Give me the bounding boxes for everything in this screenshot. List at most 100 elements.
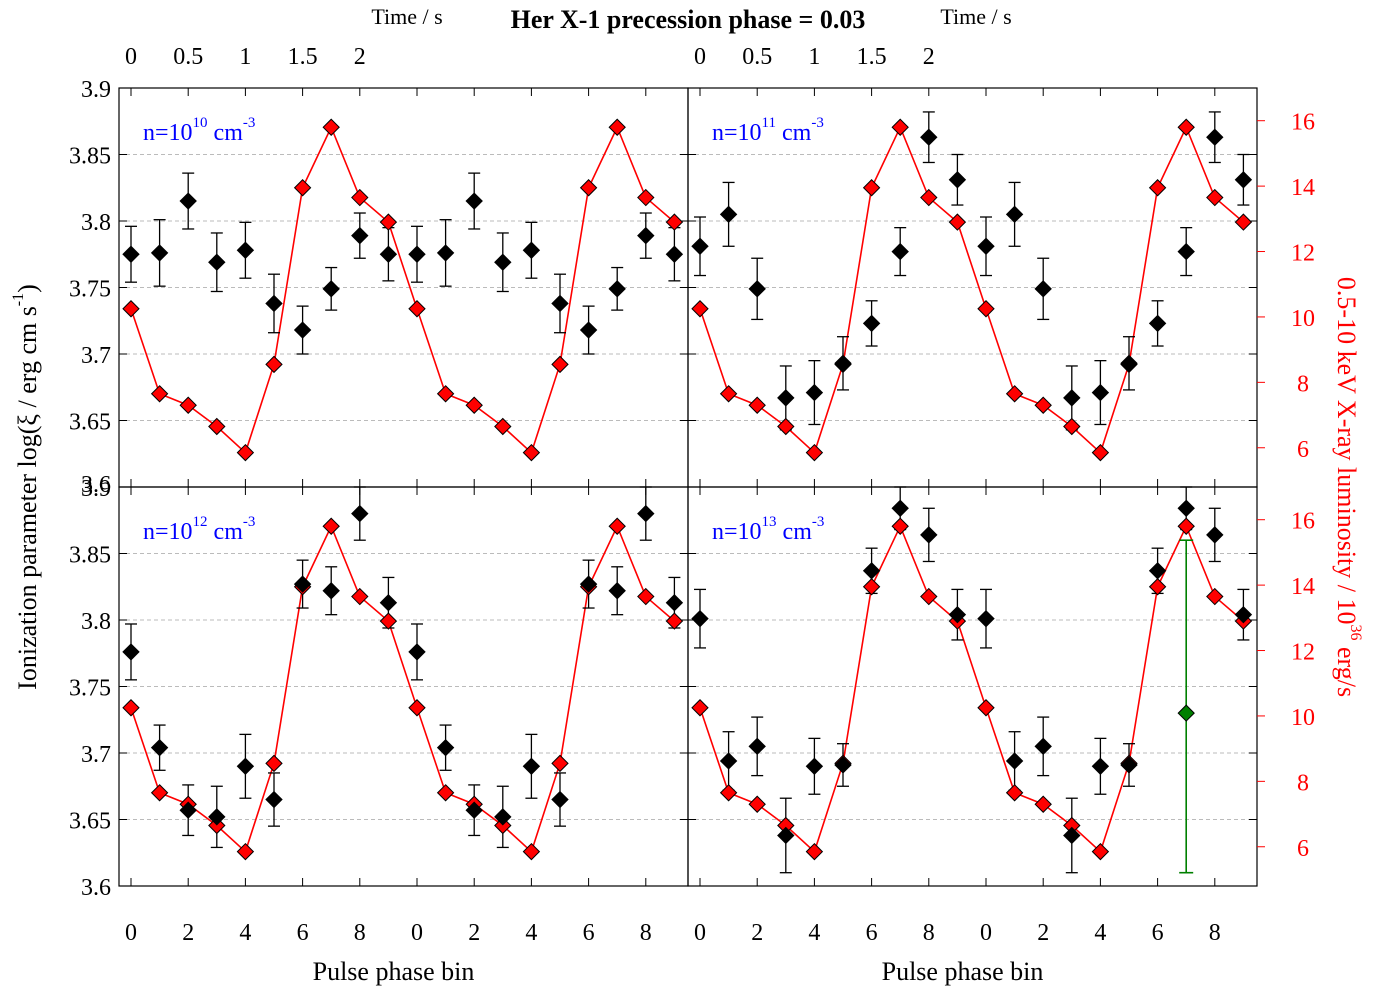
luminosity-line bbox=[130, 524, 675, 854]
panel-label: n=1010 cm-3 bbox=[143, 115, 255, 146]
ionization-point bbox=[522, 757, 541, 776]
x-tick-label: 4 bbox=[808, 920, 820, 946]
x-tick-label: 0 bbox=[694, 920, 706, 946]
example-error-point bbox=[1177, 704, 1195, 722]
ionization-point bbox=[691, 609, 709, 628]
ionization-point bbox=[522, 241, 541, 259]
ionization-point bbox=[1034, 280, 1052, 298]
luminosity-point bbox=[265, 754, 283, 773]
luminosity-point bbox=[150, 784, 169, 802]
ionization-point bbox=[1148, 314, 1167, 333]
x-tick-label: 2 bbox=[468, 920, 480, 946]
luminosity-point bbox=[379, 213, 398, 231]
ionization-point bbox=[1177, 499, 1195, 517]
luminosity-point bbox=[1005, 385, 1024, 403]
ionization-point bbox=[977, 237, 995, 255]
luminosity-point bbox=[691, 699, 709, 717]
y-tick-label: 3.85 bbox=[69, 144, 111, 170]
luminosity-point bbox=[1148, 578, 1167, 596]
ionization-point bbox=[1234, 171, 1253, 189]
ionization-point bbox=[465, 801, 483, 819]
y-tick-label: 3.75 bbox=[69, 676, 111, 702]
ionization-point bbox=[179, 801, 197, 819]
ionization-point bbox=[293, 575, 312, 593]
luminosity-point bbox=[236, 842, 255, 861]
ionization-point bbox=[122, 245, 140, 263]
luminosity-point bbox=[1206, 188, 1224, 207]
ionization-point bbox=[1120, 756, 1138, 774]
luminosity-point bbox=[122, 300, 140, 318]
x-tick-label: 4 bbox=[239, 920, 251, 946]
ionization-point bbox=[834, 354, 852, 373]
ionization-point bbox=[920, 128, 938, 146]
x2-tick-label: 1.5 bbox=[857, 44, 887, 70]
luminosity-point bbox=[551, 355, 569, 374]
x-tick-label: 4 bbox=[525, 920, 537, 946]
luminosity-point bbox=[719, 784, 738, 802]
ionization-point bbox=[122, 643, 140, 661]
x2-tick-label: 1 bbox=[808, 44, 820, 70]
ionization-point bbox=[150, 738, 169, 757]
ionization-point bbox=[665, 245, 684, 263]
ionization-point bbox=[293, 321, 312, 339]
ionization-point bbox=[948, 171, 967, 189]
ionization-point bbox=[1206, 526, 1224, 544]
ionization-point bbox=[408, 245, 426, 263]
x-tick-label: 8 bbox=[354, 920, 366, 946]
luminosity-point bbox=[522, 842, 541, 861]
ionization-point bbox=[834, 756, 852, 774]
ionization-point bbox=[691, 237, 709, 255]
y2-tick-label: 14 bbox=[1291, 574, 1315, 600]
ionization-point bbox=[748, 737, 766, 756]
luminosity-point bbox=[1034, 396, 1052, 414]
ionization-point bbox=[379, 594, 398, 612]
ionization-point bbox=[351, 504, 369, 523]
luminosity-point bbox=[637, 587, 655, 606]
luminosity-point bbox=[351, 587, 369, 606]
ionization-point bbox=[891, 499, 909, 517]
y2-tick-label: 16 bbox=[1291, 110, 1315, 136]
ionization-point bbox=[891, 242, 909, 261]
luminosity-point bbox=[293, 179, 312, 197]
luminosity-point bbox=[1091, 443, 1110, 462]
luminosity-line bbox=[699, 524, 1244, 854]
x-tick-label: 0 bbox=[411, 920, 423, 946]
y-tick-label: 3.85 bbox=[69, 543, 111, 569]
y-tick-label: 3.6 bbox=[81, 472, 111, 498]
luminosity-point bbox=[436, 784, 455, 802]
ionization-point bbox=[351, 226, 369, 245]
ionization-point bbox=[551, 790, 569, 809]
y-tick-label: 3.7 bbox=[81, 343, 111, 369]
y2-tick-label: 12 bbox=[1291, 241, 1315, 267]
luminosity-point bbox=[920, 188, 938, 207]
luminosity-point bbox=[608, 517, 626, 535]
y2-tick-label: 14 bbox=[1291, 175, 1315, 201]
luminosity-point bbox=[1206, 587, 1224, 606]
x2-tick-label: 0 bbox=[694, 44, 706, 70]
x-axis-label: Pulse phase bin bbox=[882, 957, 1044, 986]
x-tick-label: 6 bbox=[1152, 920, 1164, 946]
x-tick-label: 8 bbox=[1209, 920, 1221, 946]
luminosity-point bbox=[1034, 795, 1052, 813]
ionization-point bbox=[665, 594, 684, 612]
ionization-point bbox=[1034, 737, 1052, 756]
x2-tick-label: 2 bbox=[354, 44, 366, 70]
luminosity-point bbox=[1091, 842, 1110, 861]
ionization-point bbox=[379, 245, 398, 263]
ionization-point bbox=[719, 752, 738, 770]
luminosity-point bbox=[920, 587, 938, 606]
luminosity-point bbox=[1177, 517, 1195, 535]
x2-tick-label: 2 bbox=[923, 44, 935, 70]
ionization-point bbox=[179, 192, 197, 210]
y-tick-label: 3.65 bbox=[69, 410, 111, 436]
x-tick-label: 0 bbox=[980, 920, 992, 946]
luminosity-point bbox=[322, 517, 340, 535]
x-tick-label: 8 bbox=[923, 920, 935, 946]
luminosity-point bbox=[465, 396, 483, 414]
luminosity-point bbox=[608, 118, 626, 136]
x2-tick-label: 0.5 bbox=[173, 44, 203, 70]
luminosity-point bbox=[691, 300, 709, 318]
luminosity-point bbox=[891, 517, 909, 535]
ionization-point bbox=[805, 383, 824, 402]
ionization-point bbox=[805, 757, 824, 776]
